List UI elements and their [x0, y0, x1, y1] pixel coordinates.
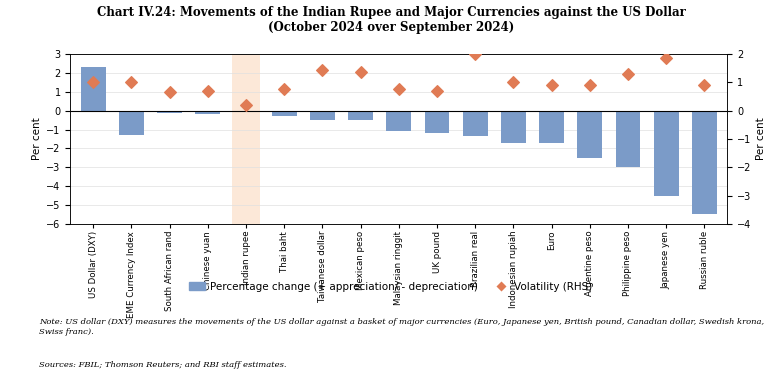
Point [583, 82, 596, 88]
Text: (October 2024 over September 2024): (October 2024 over September 2024) [268, 21, 514, 34]
Point [87, 79, 99, 85]
Text: Sources: FBIL; Thomson Reuters; and RBI staff estimates.: Sources: FBIL; Thomson Reuters; and RBI … [39, 361, 286, 369]
Bar [234, 111, 259, 112]
Bar [539, 111, 564, 143]
Bar [577, 111, 602, 158]
Point [202, 88, 214, 94]
Bar [348, 111, 373, 120]
Bar [196, 111, 221, 114]
Text: Note: US dollar (DXY) measures the movements of the US dollar against a basket o: Note: US dollar (DXY) measures the movem… [39, 318, 764, 336]
Legend: Percentage change (+ appreciation/ - depreciation), Volatility (RHS): Percentage change (+ appreciation/ - dep… [185, 278, 597, 296]
Point [660, 55, 673, 61]
Bar [157, 111, 182, 113]
Bar [231, 54, 260, 224]
Bar [81, 67, 106, 111]
Point [431, 88, 443, 94]
Point [354, 69, 367, 76]
Point [622, 71, 634, 77]
Y-axis label: Per cent: Per cent [755, 118, 766, 160]
Point [240, 102, 253, 108]
Y-axis label: Per cent: Per cent [32, 118, 42, 160]
Bar [615, 111, 640, 167]
Point [316, 66, 328, 73]
Point [278, 86, 290, 93]
Point [698, 82, 711, 88]
Point [163, 89, 176, 95]
Bar [692, 111, 717, 215]
Bar [386, 111, 411, 131]
Bar [119, 111, 144, 135]
Bar [501, 111, 526, 143]
Bar [463, 111, 488, 136]
Point [508, 79, 520, 85]
Point [469, 51, 482, 57]
Point [393, 86, 405, 93]
Point [545, 82, 558, 88]
Bar [425, 111, 450, 133]
Bar [310, 111, 335, 120]
Bar [654, 111, 679, 196]
Text: Chart IV.24: Movements of the Indian Rupee and Major Currencies against the US D: Chart IV.24: Movements of the Indian Rup… [96, 6, 686, 19]
Bar [272, 111, 296, 116]
Point [125, 79, 138, 85]
